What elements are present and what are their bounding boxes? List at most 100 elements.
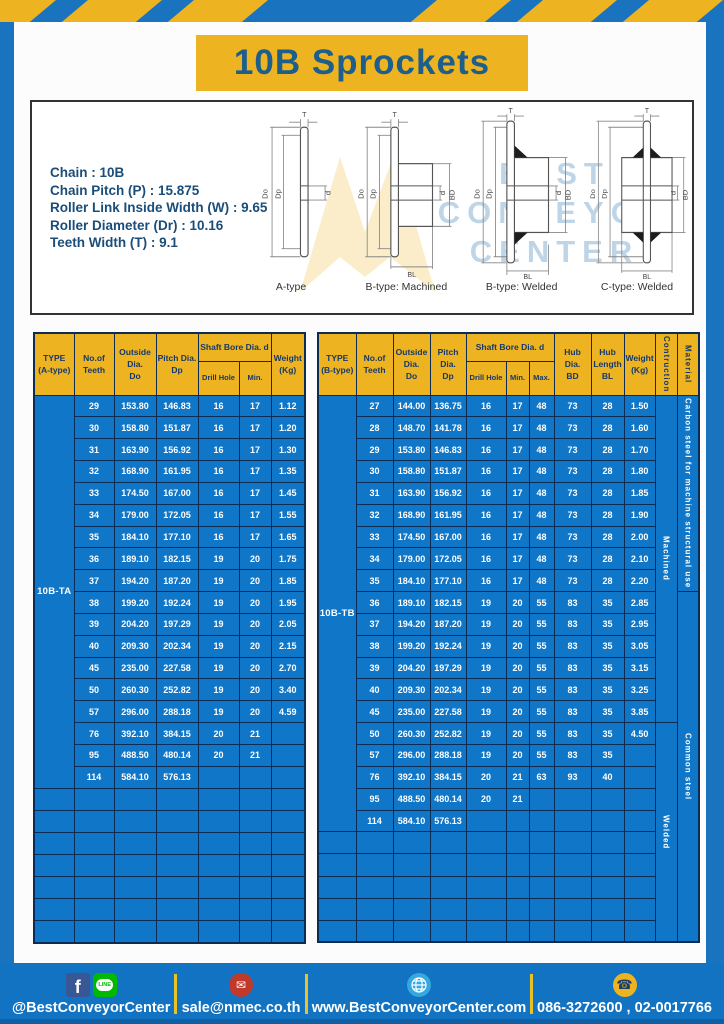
table-row <box>33 831 306 855</box>
data-cell: 19 <box>465 722 507 745</box>
table-row: 30 158.80 151.87 16 17 48 73 28 1.80 <box>318 460 699 483</box>
table-row <box>317 831 699 855</box>
b-type-welded-diagram: T Do Dp d BD BL B-type: Welded <box>469 107 575 312</box>
data-cell: 73 <box>553 460 592 483</box>
data-cell: 153.80 <box>392 438 431 462</box>
empty-cell <box>238 898 272 922</box>
spec-line: Chain Pitch (P) : 15.875 <box>50 182 200 198</box>
a-type-table: TYPE (A-type) No.of Teeth Outside Dia. Do P… <box>33 332 306 944</box>
website-url: www.BestConveyorCenter.com <box>311 999 527 1016</box>
data-cell: 73 <box>553 481 592 505</box>
data-cell: 28 <box>590 503 625 527</box>
data-cell: 168.90 <box>113 460 157 483</box>
data-cell <box>270 744 306 767</box>
data-cell: 20 <box>465 787 507 811</box>
data-cell <box>238 765 272 789</box>
data-cell: 19 <box>465 700 507 724</box>
col-header-pitch: Pitch Dia. Dp <box>429 332 467 396</box>
empty-cell <box>113 920 157 944</box>
empty-cell <box>270 831 306 855</box>
data-cell: 1.35 <box>270 460 306 483</box>
data-cell: 17 <box>505 416 530 440</box>
empty-cell <box>505 875 530 899</box>
data-cell: 168.90 <box>392 503 431 527</box>
data-cell: 16 <box>197 416 240 440</box>
empty-cell <box>553 875 592 899</box>
table-row: 45 235.00 227.58 19 20 55 83 35 3.85 <box>318 700 699 724</box>
data-cell: 182.15 <box>429 591 467 614</box>
empty-cell <box>553 831 592 855</box>
empty-cell <box>505 919 530 943</box>
dim-label: Do <box>589 189 597 199</box>
dim-label: Dp <box>274 189 283 199</box>
envelope-glyph: ✉ <box>236 977 247 992</box>
data-cell: 189.10 <box>392 591 431 614</box>
data-cell: 189.10 <box>113 547 157 571</box>
empty-cell <box>590 919 625 943</box>
empty-cell <box>355 919 394 943</box>
data-cell: 28 <box>590 460 625 483</box>
data-cell: 1.30 <box>270 438 306 462</box>
data-cell: 29 <box>73 394 115 418</box>
data-cell: 16 <box>465 416 507 440</box>
divider <box>305 973 308 1014</box>
chain-spec-list: Chain : 10B Chain Pitch (P) : 15.875 Rol… <box>50 164 267 252</box>
data-cell: 83 <box>553 722 592 745</box>
col-header-teeth: No.of Teeth <box>355 332 394 396</box>
data-cell: 136.75 <box>429 394 467 418</box>
data-cell: 32 <box>355 503 394 527</box>
construction-cell: Machined <box>654 394 678 724</box>
data-cell <box>465 809 507 833</box>
empty-cell <box>429 919 467 943</box>
data-cell: 204.20 <box>113 612 157 636</box>
data-cell <box>270 722 306 745</box>
table-row: 114 584.10 576.13 <box>318 809 699 833</box>
data-cell: 48 <box>528 525 555 549</box>
data-cell: 1.95 <box>270 591 306 614</box>
data-cell: 202.34 <box>155 634 199 658</box>
data-cell: 63 <box>528 765 555 789</box>
data-cell: 4.59 <box>270 700 306 724</box>
a-type-drawing-icon: T Do Dp d <box>261 110 333 258</box>
data-cell: 95 <box>355 787 394 811</box>
empty-cell <box>505 897 530 921</box>
empty-cell <box>392 919 431 943</box>
divider <box>174 973 178 1014</box>
empty-cell <box>590 875 625 899</box>
empty-cell <box>73 787 115 811</box>
data-cell: 16 <box>465 438 507 462</box>
data-cell: 35 <box>73 525 115 549</box>
data-cell: 16 <box>197 525 240 549</box>
empty-cell <box>623 897 656 921</box>
data-cell: 17 <box>238 394 272 418</box>
data-cell: 197.29 <box>155 612 199 636</box>
empty-cell <box>197 787 240 811</box>
table-row: 31 163.90 156.92 16 17 1.30 <box>34 438 306 462</box>
spec-box: BEST CONVEYOR CENTER Chain : 10B Chain P… <box>30 100 694 315</box>
data-cell: 3.40 <box>270 678 306 702</box>
footer-social: f LINE @BestConveyorCenter <box>12 972 170 1016</box>
table-row: 36 189.10 182.15 19 20 55 83 35 2.85 Common steel <box>318 591 700 943</box>
empty-cell <box>238 831 272 855</box>
data-cell: 174.50 <box>113 481 157 505</box>
data-cell: 20 <box>505 700 530 724</box>
sprocket-table: TYPE (A-type) No.of Teeth Outside Dia. Do P… <box>33 332 306 944</box>
col-header-shaft_bore: Shaft Bore Dia. d <box>465 332 555 362</box>
empty-cell <box>155 787 199 811</box>
col-header-type: TYPE (B-type) <box>317 332 357 396</box>
dim-label: T <box>302 110 307 119</box>
data-cell: 55 <box>528 678 555 702</box>
col-header-outside: Outside Dia. Do <box>392 332 431 396</box>
table-row: 31 163.90 156.92 16 17 48 73 28 1.85 <box>318 481 699 505</box>
data-cell: 296.00 <box>392 744 431 767</box>
data-cell <box>623 787 656 811</box>
page-title: 10B Sprockets <box>233 43 491 82</box>
data-cell: 252.82 <box>429 722 467 745</box>
table-row: 50 260.30 252.82 19 20 55 83 35 4.50 Welded <box>318 722 699 943</box>
data-cell: 27 <box>355 394 394 418</box>
col-header-weight: Weight (Kg) <box>623 332 656 396</box>
data-cell: 2.10 <box>623 547 656 571</box>
data-cell <box>553 809 592 833</box>
phone-icon: ☎ <box>612 972 637 997</box>
empty-cell <box>113 787 157 811</box>
